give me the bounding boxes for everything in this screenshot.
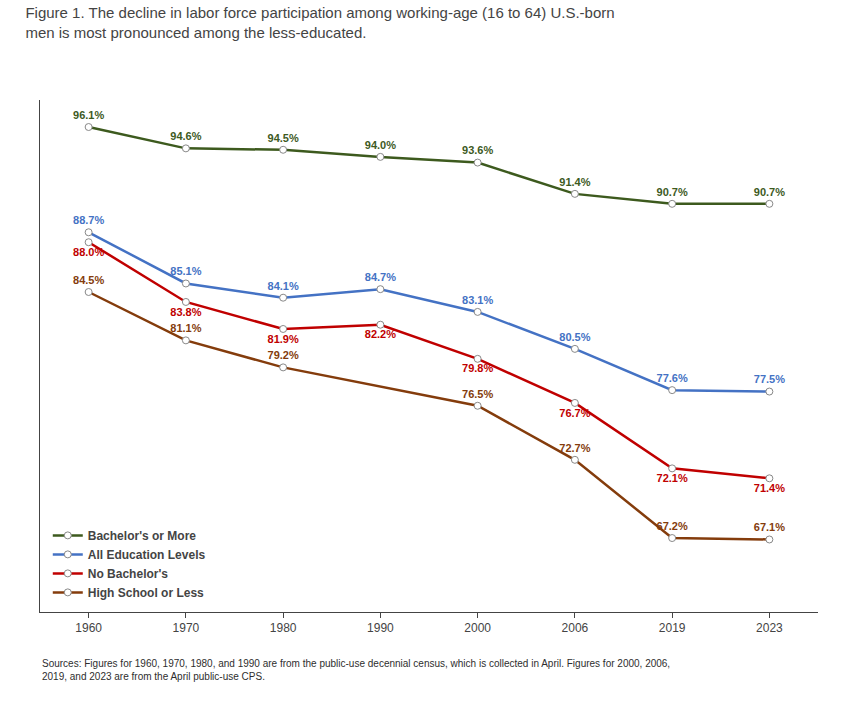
- svg-text:82.2%: 82.2%: [365, 328, 396, 340]
- svg-text:2019: 2019: [659, 621, 686, 635]
- svg-text:72.1%: 72.1%: [657, 472, 688, 484]
- svg-text:94.6%: 94.6%: [170, 130, 201, 142]
- svg-text:93.6%: 93.6%: [462, 144, 493, 156]
- svg-text:2006: 2006: [562, 621, 589, 635]
- svg-text:84.5%: 84.5%: [73, 274, 104, 286]
- svg-text:84.1%: 84.1%: [268, 280, 299, 292]
- svg-text:Sources: Figures for 1960, 197: Sources: Figures for 1960, 1970, 1980, a…: [42, 658, 670, 682]
- svg-text:1990: 1990: [367, 621, 394, 635]
- svg-text:High School or Less: High School or Less: [88, 586, 204, 600]
- svg-text:71.4%: 71.4%: [754, 482, 785, 494]
- svg-text:76.7%: 76.7%: [559, 407, 590, 419]
- svg-text:81.1%: 81.1%: [170, 322, 201, 334]
- svg-text:All Education Levels: All Education Levels: [88, 548, 206, 562]
- svg-text:96.1%: 96.1%: [73, 109, 104, 121]
- svg-text:2023: 2023: [756, 621, 783, 635]
- svg-text:84.7%: 84.7%: [365, 271, 396, 283]
- svg-text:94.5%: 94.5%: [268, 132, 299, 144]
- svg-text:67.2%: 67.2%: [657, 520, 688, 532]
- svg-text:91.4%: 91.4%: [559, 176, 590, 188]
- svg-text:67.1%: 67.1%: [754, 521, 785, 533]
- svg-text:88.7%: 88.7%: [73, 214, 104, 226]
- svg-text:88.0%: 88.0%: [73, 246, 104, 258]
- svg-text:77.5%: 77.5%: [754, 373, 785, 385]
- svg-text:No Bachelor's: No Bachelor's: [88, 567, 169, 581]
- svg-text:80.5%: 80.5%: [559, 331, 590, 343]
- svg-text:83.1%: 83.1%: [462, 294, 493, 306]
- svg-text:79.2%: 79.2%: [268, 349, 299, 361]
- svg-text:76.5%: 76.5%: [462, 388, 493, 400]
- svg-text:90.7%: 90.7%: [657, 186, 688, 198]
- svg-text:79.8%: 79.8%: [462, 362, 493, 374]
- svg-text:85.1%: 85.1%: [170, 265, 201, 277]
- svg-text:1960: 1960: [75, 621, 102, 635]
- svg-text:77.6%: 77.6%: [657, 372, 688, 384]
- svg-text:1970: 1970: [173, 621, 200, 635]
- svg-text:2000: 2000: [464, 621, 491, 635]
- svg-text:72.7%: 72.7%: [559, 442, 590, 454]
- svg-text:81.9%: 81.9%: [268, 333, 299, 345]
- svg-text:94.0%: 94.0%: [365, 139, 396, 151]
- svg-text:1980: 1980: [270, 621, 297, 635]
- svg-text:83.8%: 83.8%: [170, 306, 201, 318]
- svg-text:Bachelor's or More: Bachelor's or More: [88, 529, 197, 543]
- svg-text:90.7%: 90.7%: [754, 186, 785, 198]
- svg-text:Figure 1. The decline in labor: Figure 1. The decline in labor force par…: [25, 4, 614, 41]
